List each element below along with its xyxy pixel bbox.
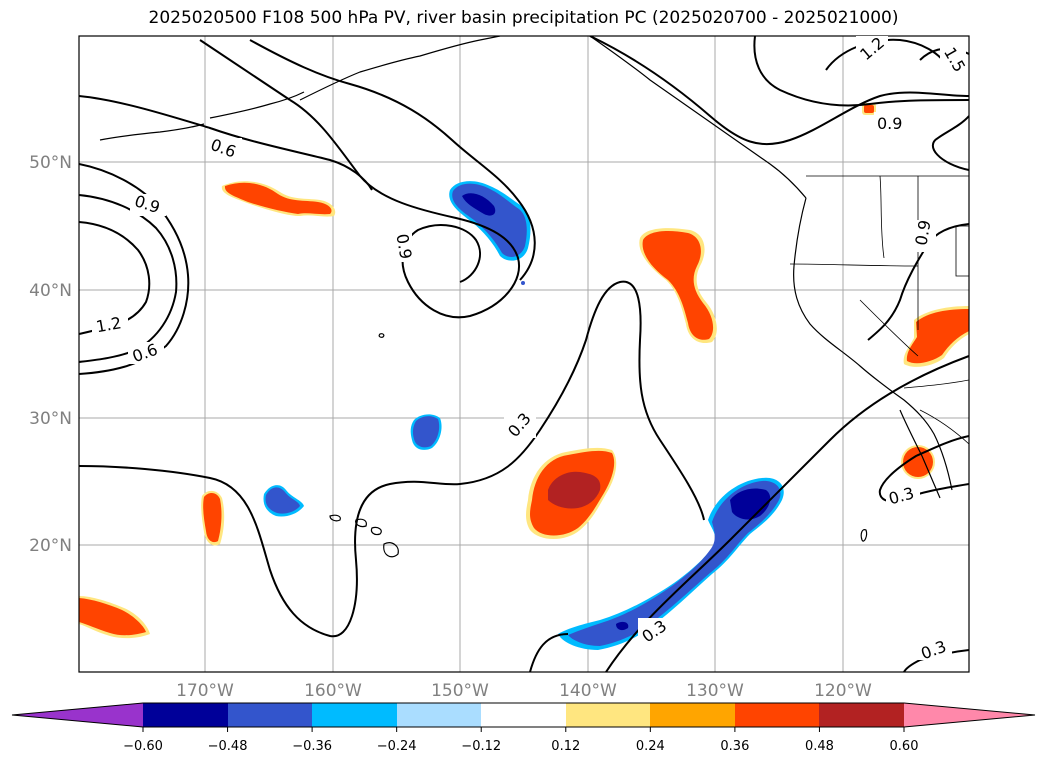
colorbar-tick-label: 0.12 (551, 739, 580, 754)
colorbar-segment (143, 703, 228, 727)
colorbar-tick-label: −0.60 (123, 739, 163, 754)
colorbar-extend-high (904, 703, 1035, 727)
colorbar-tick-label: 0.24 (636, 739, 665, 754)
colorbar-extend-low (12, 703, 143, 727)
pv-contours (79, 36, 969, 672)
coastlines (99, 36, 953, 558)
colorbar-tick-label: −0.36 (292, 739, 332, 754)
contour-label: 1.2 (94, 313, 122, 336)
lon-label-150w: 150°W (431, 681, 489, 701)
lon-label-140w: 140°W (559, 681, 617, 701)
colorbar-tick-label: −0.48 (208, 739, 248, 754)
colorbar-tick-label: 0.36 (720, 739, 749, 754)
lon-label-160w: 160°W (304, 681, 362, 701)
lat-labels: 50°N 40°N 30°N 20°N (29, 153, 72, 556)
colorbar-tick-label: 0.48 (805, 739, 834, 754)
contour-label: 0.9 (877, 114, 902, 133)
precip-positive-areas (79, 103, 969, 639)
lon-label-130w: 130°W (686, 681, 744, 701)
colorbar-tick-label: 0.60 (890, 739, 919, 754)
contour-label: 0.9 (911, 219, 934, 247)
colorbar-segment (397, 703, 481, 727)
map-frame (79, 36, 969, 672)
precip-negative-areas (263, 181, 784, 650)
colorbar-segment (650, 703, 735, 727)
lon-labels: 170°W 160°W 150°W 140°W 130°W 120°W (176, 681, 872, 701)
colorbar-tick-label: −0.12 (461, 739, 501, 754)
colorbar-segment (312, 703, 397, 727)
lon-label-120w: 120°W (814, 681, 872, 701)
lat-label-20n: 20°N (29, 536, 72, 556)
chart-title: 2025020500 F108 500 hPa PV, river basin … (148, 8, 899, 28)
lat-label-30n: 30°N (29, 409, 72, 429)
contour-label: 0.9 (392, 232, 415, 260)
lat-label-40n: 40°N (29, 281, 72, 301)
colorbar: −0.60 −0.48 −0.36 −0.24 −0.12 0.12 0.24 0.36 0.4… (11, 702, 1036, 754)
colorbar-segment (228, 703, 312, 727)
colorbar-segment (481, 703, 566, 727)
colorbar-segment (735, 703, 819, 727)
map-border (78, 35, 970, 673)
contour-labels: 0.6 0.9 1.2 0.6 0.9 0.3 0.3 1.2 1.5 0.9 … (92, 33, 969, 663)
lon-label-170w: 170°W (176, 681, 234, 701)
colorbar-segment (819, 703, 904, 727)
lat-label-50n: 50°N (29, 153, 72, 173)
borders (789, 175, 969, 445)
colorbar-segment (566, 703, 650, 727)
colorbar-tick-label: −0.24 (377, 739, 417, 754)
